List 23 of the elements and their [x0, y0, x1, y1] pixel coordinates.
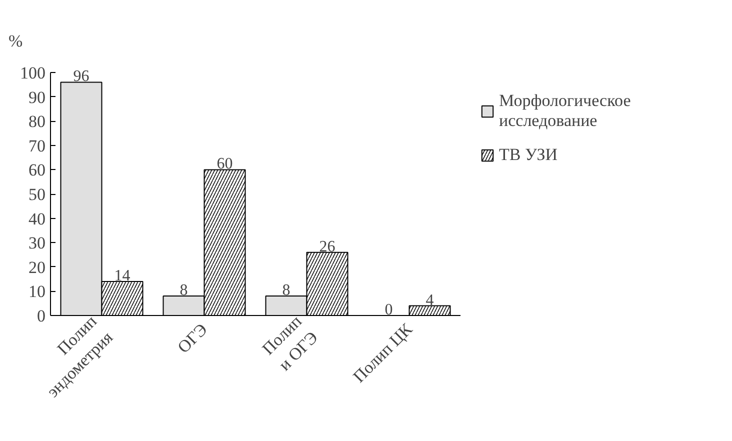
- legend-label: ТВ УЗИ: [499, 145, 558, 165]
- data-label: 14: [114, 267, 130, 284]
- x-tick-label: ОГЭ: [174, 320, 211, 357]
- y-tick-label: 10: [28, 282, 46, 302]
- y-tick-label: 20: [28, 258, 46, 277]
- y-tick-label: 100: [20, 64, 46, 83]
- data-label: 96: [73, 68, 90, 86]
- y-tick-label: 60: [28, 160, 46, 180]
- y-tick-label: 50: [28, 185, 46, 204]
- y-tick-label: 40: [28, 209, 46, 228]
- data-label: 60: [216, 156, 233, 173]
- data-label: 0: [384, 302, 393, 318]
- y-tick-label: 90: [28, 88, 46, 107]
- data-label: 4: [426, 292, 434, 309]
- y-axis-title: %: [8, 32, 23, 50]
- data-label: 8: [180, 282, 188, 300]
- y-tick-label: 30: [28, 234, 46, 253]
- legend-label: Морфологическое исследование: [499, 91, 631, 131]
- data-label: 8: [282, 282, 290, 300]
- data-label: 26: [319, 238, 336, 256]
- y-tick-label: 0: [37, 306, 46, 326]
- y-tick-label: 80: [28, 112, 46, 132]
- y-tick-label: 70: [28, 136, 46, 156]
